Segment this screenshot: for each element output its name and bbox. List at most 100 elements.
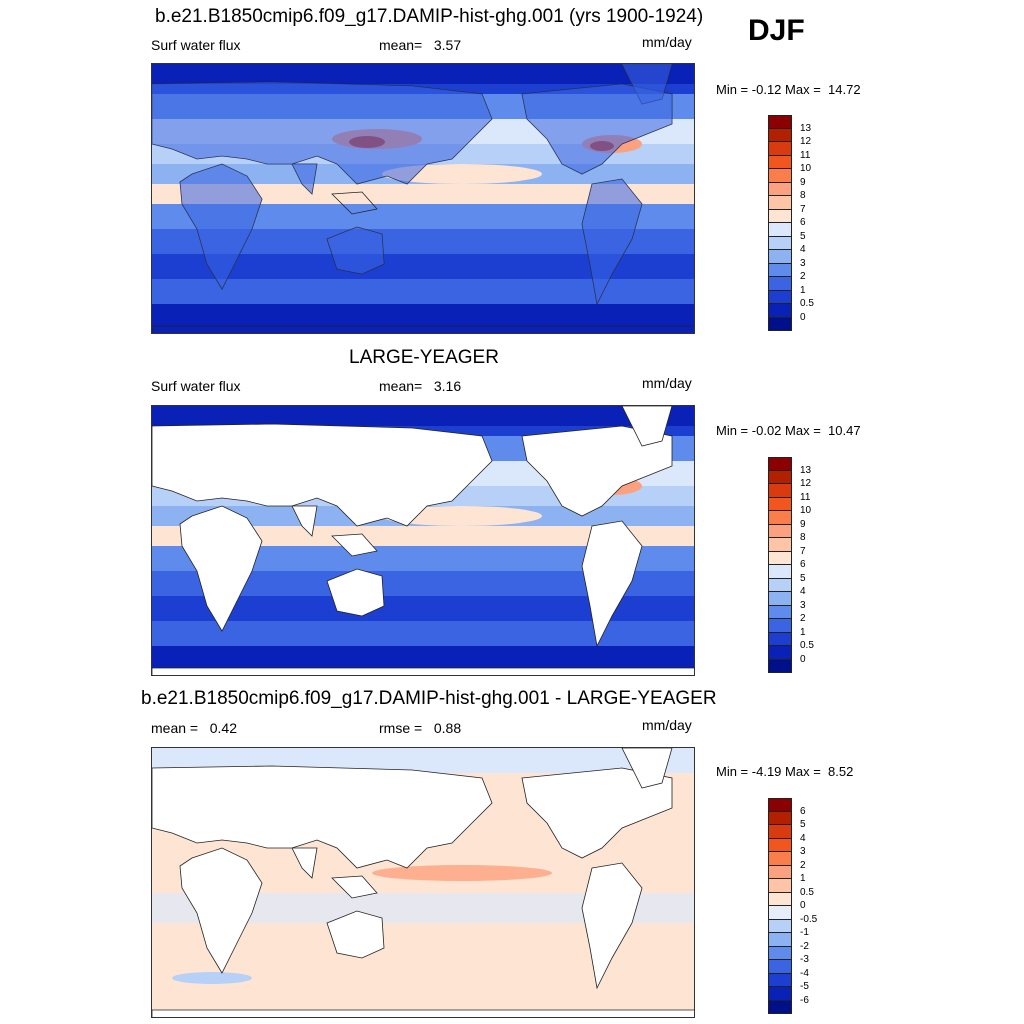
panel3-stat-label: rmse = — [379, 720, 423, 736]
colorbar-tick-label: 0.5 — [800, 886, 814, 898]
colorbar-swatch — [768, 142, 792, 156]
panel2-title: LARGE-YEAGER — [349, 347, 499, 368]
panel3-minmax: Min = -4.19 Max = 8.52 — [716, 764, 853, 779]
colorbar-tick-label: -3 — [800, 954, 809, 965]
colorbar-swatch — [768, 798, 792, 812]
coastline — [326, 910, 385, 959]
colorbar-tick-label: 5 — [800, 572, 806, 584]
coastline — [179, 505, 263, 632]
colorbar-swatch — [768, 565, 792, 579]
colorbar-tick-label: 6 — [800, 217, 806, 228]
panel3-stat: rmse = 0.88 — [379, 720, 461, 736]
panel3-title: b.e21.B1850cmip6.f09_g17.DAMIP-hist-ghg.… — [141, 688, 717, 709]
colorbar-tick-label: 3 — [800, 257, 806, 269]
panel1-map — [151, 63, 695, 334]
panel1-title: b.e21.B1850cmip6.f09_g17.DAMIP-hist-ghg.… — [155, 6, 704, 27]
panel2-stat-value: 3.16 — [433, 378, 462, 394]
colorbar-tick-label: 12 — [800, 136, 812, 147]
colorbar-swatch — [768, 960, 792, 974]
colorbar-swatch — [768, 484, 792, 498]
panel3-units: mm/day — [642, 717, 692, 733]
colorbar-tick-label: 0.5 — [800, 298, 814, 309]
panel3-max-value: 8.52 — [828, 764, 854, 779]
colorbar-swatch — [768, 825, 792, 839]
colorbar-tick-label: 10 — [800, 505, 812, 516]
colorbar-swatch — [768, 987, 792, 1001]
colorbar-swatch — [768, 236, 792, 250]
colorbar-swatch — [768, 592, 792, 606]
coastline — [152, 765, 493, 869]
colorbar-tick-label: 2 — [800, 271, 806, 282]
colorbar-swatch — [768, 578, 792, 592]
colorbar-swatch — [768, 511, 792, 525]
colorbar-swatch — [768, 155, 792, 169]
colorbar-swatch — [768, 524, 792, 538]
colorbar-tick-label: 3 — [800, 599, 806, 611]
panel3-max-label: Max = — [785, 764, 821, 779]
panel1-stat-label: mean= — [379, 37, 423, 53]
colorbar-swatch — [768, 209, 792, 223]
colorbar-tick-label: 2 — [800, 613, 806, 624]
coastline — [621, 748, 673, 789]
colorbar-swatch — [768, 182, 792, 196]
colorbar-swatch — [768, 317, 792, 331]
panel1-min-value: -0.12 — [751, 82, 782, 97]
panel1-colorbar — [768, 115, 792, 331]
colorbar-swatch — [768, 659, 792, 673]
panel1-max-value: 14.72 — [828, 82, 861, 97]
colorbar-swatch — [768, 852, 792, 866]
colorbar-tick-label: 9 — [800, 518, 806, 530]
coastline — [152, 423, 493, 527]
colorbar-swatch — [768, 811, 792, 825]
panel1-stat: mean= 3.57 — [379, 37, 461, 53]
colorbar-swatch — [768, 646, 792, 660]
colorbar-swatch — [768, 933, 792, 947]
colorbar-tick-label: -0.5 — [800, 913, 818, 925]
colorbar-tick-label: 3 — [800, 846, 806, 857]
colorbar-tick-label: 1 — [800, 873, 806, 884]
coastline — [331, 875, 378, 899]
panel2-units: mm/day — [642, 375, 692, 391]
coastline — [581, 520, 643, 648]
colorbar-swatch — [768, 196, 792, 210]
coastline — [621, 406, 673, 447]
colorbar-swatch — [768, 497, 792, 511]
panel1-min-label: Min = — [716, 82, 749, 97]
panel2-map — [151, 405, 695, 676]
panel1-stat-value: 3.57 — [433, 37, 462, 53]
coastline — [291, 505, 318, 537]
panel2-colorbar — [768, 457, 792, 673]
coastline — [152, 1009, 694, 1017]
colorbar-swatch — [768, 277, 792, 291]
colorbar-swatch — [768, 304, 792, 318]
panel3-map — [151, 747, 695, 1018]
panel2-minmax: Min = -0.02 Max = 10.47 — [716, 423, 861, 438]
coastline — [331, 191, 378, 215]
colorbar-swatch — [768, 290, 792, 304]
colorbar-tick-label: 1 — [800, 284, 806, 296]
colorbar-tick-label: 13 — [800, 464, 812, 476]
colorbar-swatch — [768, 169, 792, 183]
colorbar-tick-label: -1 — [800, 927, 809, 938]
colorbar-tick-label: 0 — [800, 311, 806, 323]
panel2-stat: mean= 3.16 — [379, 378, 461, 394]
panel1-units: mm/day — [642, 34, 692, 50]
colorbar-tick-label: 12 — [800, 478, 812, 489]
panel1-minmax: Min = -0.12 Max = 14.72 — [716, 82, 861, 97]
colorbar-swatch — [768, 865, 792, 879]
colorbar-tick-label: 8 — [800, 532, 806, 543]
colorbar-swatch — [768, 223, 792, 237]
panel2-stat-label: mean= — [379, 378, 423, 394]
colorbar-tick-label: 7 — [800, 545, 806, 557]
colorbar-swatch — [768, 973, 792, 987]
colorbar-tick-label: 5 — [800, 819, 806, 830]
coastline — [152, 667, 694, 675]
panel3-min-label: Min = — [716, 764, 749, 779]
panel3-colorbar — [768, 798, 792, 1014]
colorbar-swatch — [768, 1000, 792, 1014]
colorbar-tick-label: 6 — [800, 805, 806, 817]
panel3-stat-value: 0.88 — [433, 720, 462, 736]
colorbar-tick-label: 4 — [800, 586, 806, 597]
coastline — [291, 847, 318, 879]
colorbar-tick-label: 8 — [800, 190, 806, 201]
